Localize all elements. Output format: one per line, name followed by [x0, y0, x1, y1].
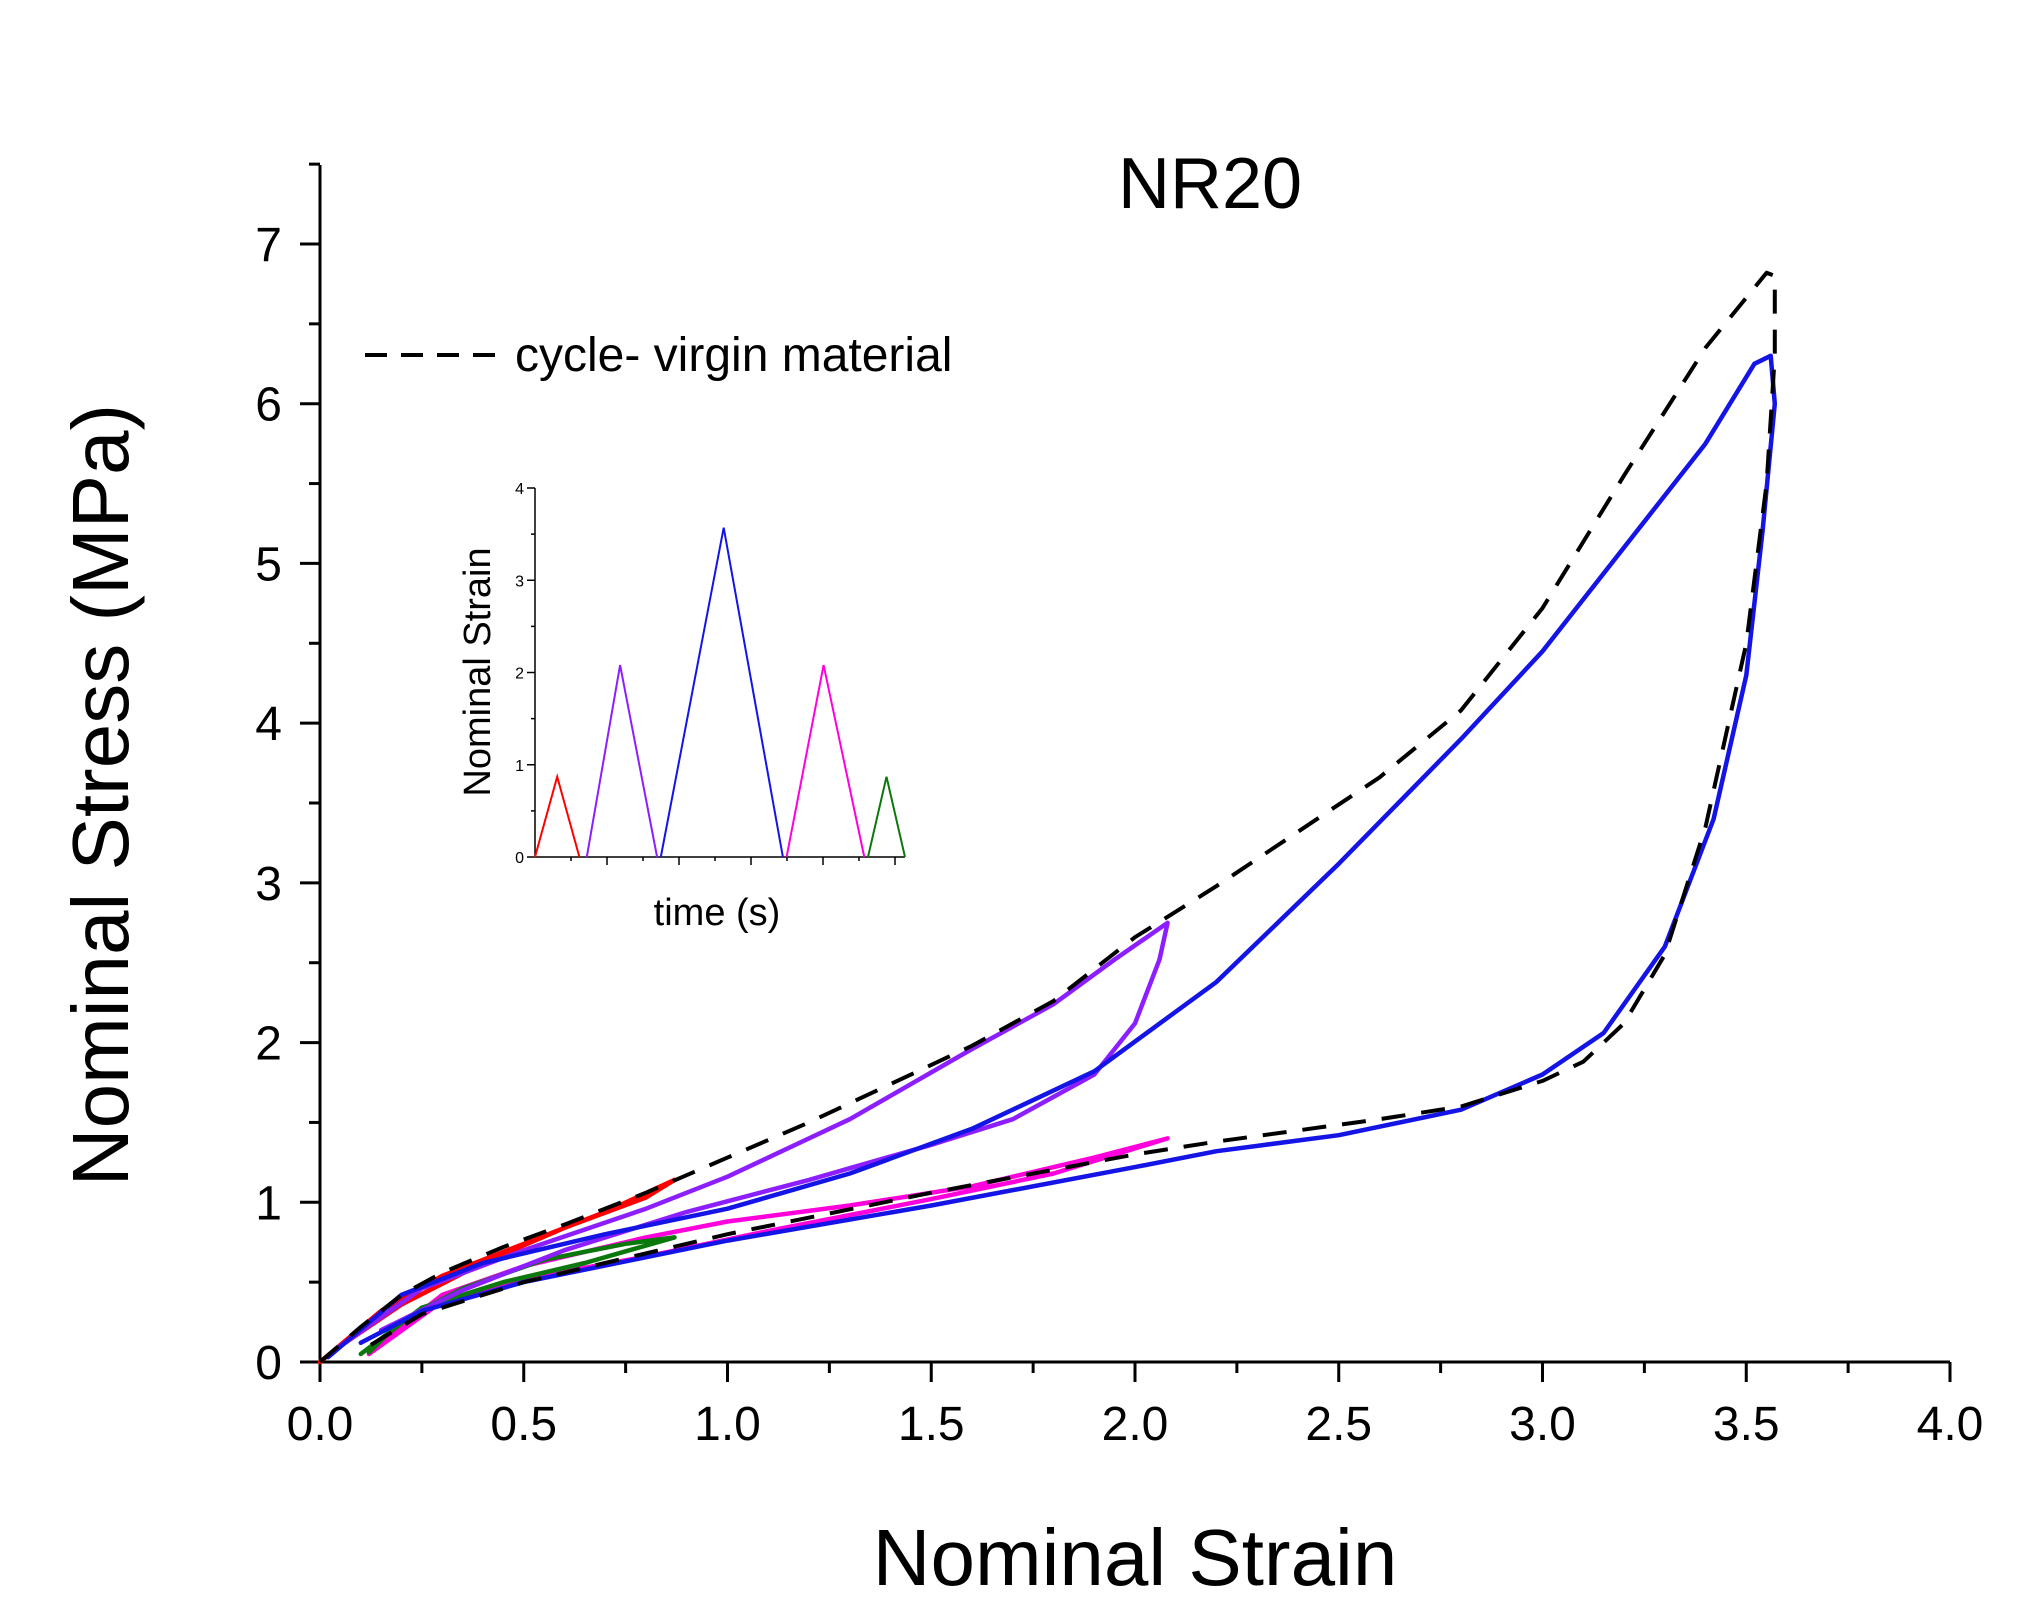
inset-chart: 0 1 2 3 4 time (s) Nominal Strain	[457, 481, 906, 934]
inset-y-label: Nominal Strain	[457, 547, 499, 796]
x-tick-label: 2.0	[1102, 1398, 1169, 1451]
inset-y-tick-label: 4	[515, 481, 524, 498]
y-ticks: 0 1 2 3 4 5 6 7	[255, 162, 320, 1390]
y-tick-label: 1	[255, 1177, 282, 1230]
y-axis-label: Nominal Stress (MPa)	[56, 404, 145, 1186]
inset-y-tick-label: 0	[515, 850, 524, 867]
y-tick-label: 0	[255, 1337, 282, 1390]
y-tick-label: 3	[255, 858, 282, 911]
inset-x-ticks	[570, 857, 896, 865]
x-tick-label: 2.5	[1305, 1398, 1372, 1451]
inset-strain-line	[585, 664, 659, 858]
inset-strain-line	[659, 527, 784, 858]
series-line-cycle	[338, 920, 1170, 1349]
chart-title: NR20	[1118, 144, 1302, 224]
legend: cycle- virgin material	[365, 329, 952, 382]
inset-strain-line	[785, 664, 866, 858]
x-axis-label: Nominal Strain	[873, 1513, 1398, 1602]
inset-strain-line	[534, 772, 581, 858]
series-layer	[317, 270, 1778, 1365]
x-tick-label: 0.5	[490, 1398, 557, 1451]
y-tick-label: 7	[255, 219, 282, 272]
x-tick-label: 1.0	[694, 1398, 761, 1451]
inset-y-tick-label: 3	[515, 573, 524, 590]
y-tick-label: 4	[255, 698, 282, 751]
inset-series	[534, 527, 906, 858]
inset-y-ticks: 0 1 2 3 4	[515, 481, 535, 867]
inset-x-label: time (s)	[654, 892, 781, 934]
legend-label: cycle- virgin material	[515, 329, 952, 382]
x-tick-label: 3.5	[1713, 1398, 1780, 1451]
x-tick-label: 0.0	[287, 1398, 354, 1451]
inset-y-tick-label: 1	[515, 758, 524, 775]
x-ticks: 0.0 0.5 1.0 1.5 2.0 2.5 3.0 3.5 4.0	[287, 1362, 1984, 1451]
inset-strain-line	[867, 776, 906, 858]
y-tick-label: 2	[255, 1018, 282, 1071]
y-tick-label: 6	[255, 379, 282, 432]
x-tick-label: 1.5	[898, 1398, 965, 1451]
x-tick-label: 4.0	[1917, 1398, 1984, 1451]
inset-y-tick-label: 2	[515, 666, 524, 683]
x-tick-label: 3.0	[1509, 1398, 1576, 1451]
y-tick-label: 5	[255, 538, 282, 591]
series-line-virgin	[318, 270, 1777, 1364]
